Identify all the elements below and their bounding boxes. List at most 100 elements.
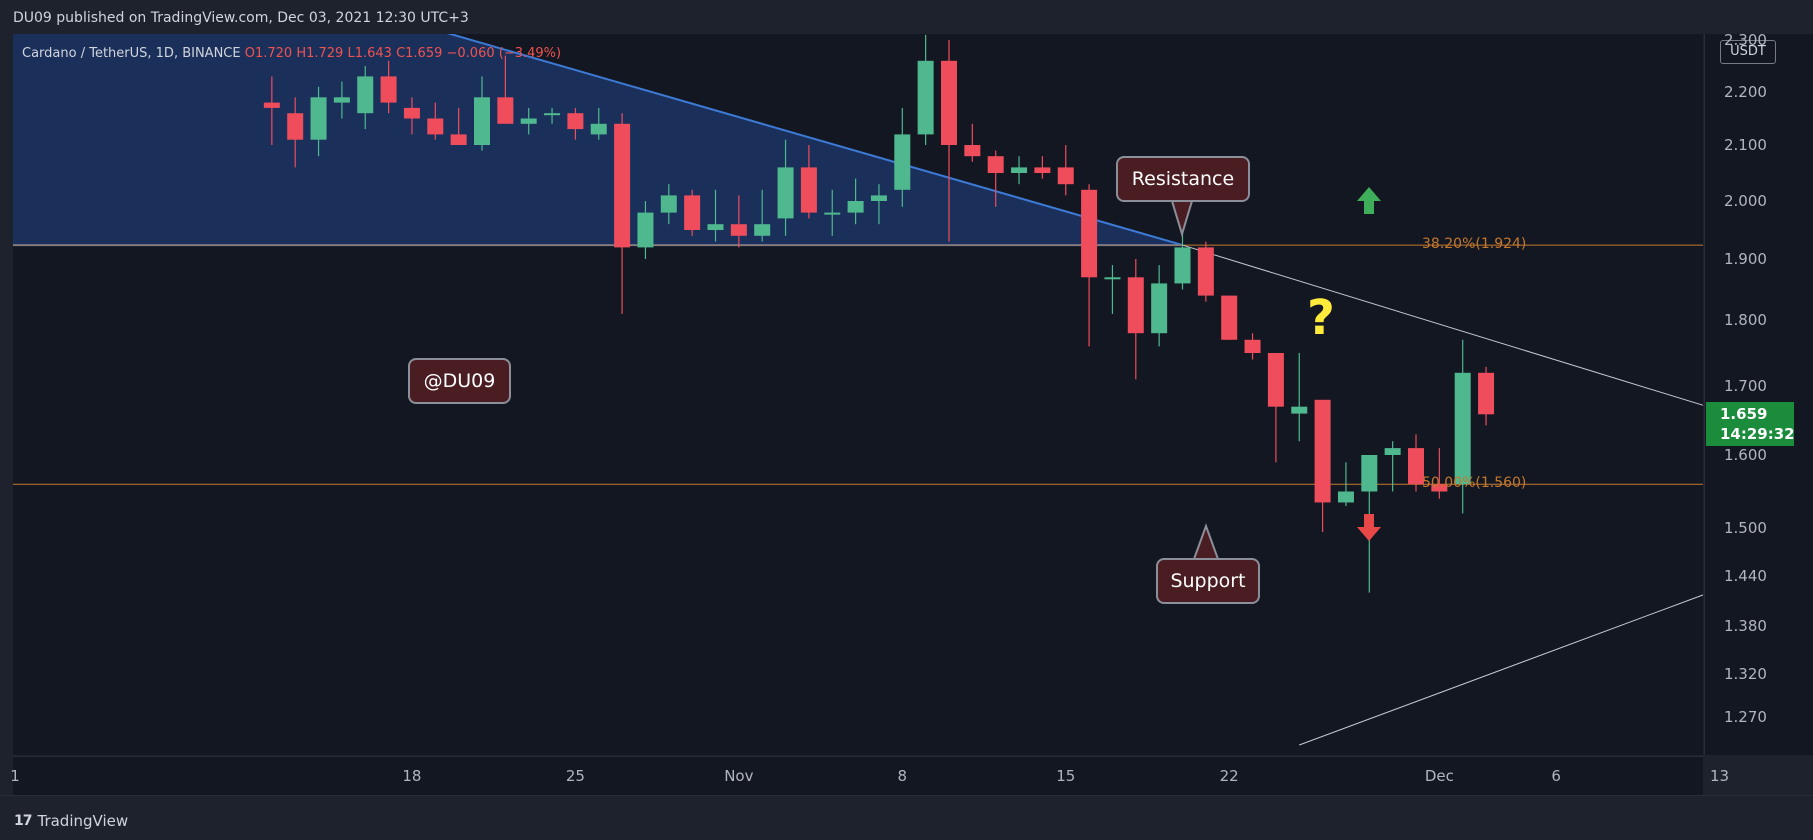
published-info: DU09 published on TradingView.com, Dec 0…	[13, 10, 469, 26]
candle-body-2021-10-13	[287, 113, 304, 140]
time-tick-label: Nov	[724, 767, 754, 785]
time-tick-label: 18	[402, 767, 422, 785]
candle-body-2021-10-30	[684, 195, 701, 230]
question-mark: ?	[1307, 290, 1335, 346]
price-tick-label: 1.380	[1724, 617, 1767, 635]
trendline-0	[1182, 244, 1703, 406]
candle-body-2021-11-23	[1244, 339, 1261, 353]
support-callout[interactable]: Support	[1156, 558, 1260, 604]
candle-body-2021-10-27	[614, 123, 631, 248]
candle-body-2021-10-12	[263, 102, 280, 108]
candle-body-2021-11-15	[1057, 167, 1074, 185]
price-tick-label: 1.270	[1724, 708, 1767, 726]
trendline-1	[1299, 594, 1703, 746]
candle-body-2021-11-26	[1314, 399, 1331, 503]
price-axis[interactable]	[1704, 34, 1813, 755]
legend-close: C1.659	[396, 46, 443, 61]
fib-label-50: 50.00%(1.560)	[1422, 475, 1527, 491]
price-tick-label: 2.000	[1724, 192, 1767, 210]
up-arrow-icon	[1357, 187, 1381, 214]
candle-body-2021-11-30	[1408, 448, 1424, 485]
candle-body-2021-11-10	[941, 60, 957, 145]
time-tick-label: 6	[1551, 767, 1561, 785]
candle-body-2021-11-21	[1197, 247, 1214, 296]
candle-body-2021-11-01	[730, 224, 747, 236]
candle-body-2021-10-15	[333, 97, 350, 103]
support-callout-pointer	[1192, 523, 1220, 560]
candle-body-2021-11-04	[800, 167, 817, 213]
resistance-callout[interactable]: Resistance	[1116, 156, 1250, 202]
candle-body-2021-11-02	[754, 224, 771, 236]
candle-body-2021-11-20	[1174, 247, 1191, 284]
candle-body-2021-11-12	[987, 156, 1004, 173]
candle-body-2021-11-08	[894, 134, 911, 190]
time-axis[interactable]	[13, 756, 1703, 795]
candle-body-2021-10-24	[544, 113, 561, 116]
candle-body-2021-10-20	[450, 134, 467, 145]
candle-body-2021-10-16	[357, 76, 374, 114]
candle-body-2021-10-18	[403, 107, 420, 119]
candle-body-2021-11-05	[824, 212, 841, 215]
candle-body-2021-10-17	[380, 76, 397, 103]
legend-change: −0.060 (−3.49%)	[446, 46, 562, 61]
candle-body-2021-10-14	[310, 97, 327, 140]
candle-body-2021-11-13	[1011, 167, 1028, 173]
candle-body-2021-10-28	[637, 212, 654, 248]
bottom-bar: 17 TradingView	[0, 795, 1813, 840]
candle-body-2021-10-21	[474, 97, 490, 145]
last-price-value: 1.659	[1720, 405, 1768, 423]
candle-body-2021-11-09	[917, 60, 934, 135]
candle-body-2021-10-25	[567, 113, 584, 130]
candle-body-2021-11-24	[1267, 353, 1284, 407]
bar-countdown: 14:29:32	[1720, 425, 1795, 443]
candle-body-2021-11-28	[1361, 455, 1378, 492]
price-tick-label: 1.800	[1724, 311, 1767, 329]
fib-label-382: 38.20%(1.924)	[1422, 236, 1527, 252]
candle-body-2021-11-17	[1104, 277, 1121, 280]
legend-low: L1.643	[347, 46, 392, 61]
candle-body-2021-12-01	[1431, 484, 1448, 492]
price-tick-label: 2.200	[1724, 83, 1767, 101]
symbol-legend: Cardano / TetherUS, 1D, BINANCE O1.720 H…	[22, 46, 561, 61]
price-tick-label: 1.440	[1724, 567, 1767, 585]
legend-high: H1.729	[296, 46, 344, 61]
price-tick-label: 1.700	[1724, 377, 1767, 395]
price-tick-label: 1.600	[1724, 446, 1767, 464]
price-tick-label: 2.300	[1724, 31, 1767, 49]
candle-body-2021-12-03	[1478, 372, 1495, 415]
price-tick-label: 1.320	[1724, 665, 1767, 683]
candle-body-2021-10-23	[520, 118, 537, 124]
legend-open: O1.720	[244, 46, 293, 61]
candle-body-2021-11-18	[1127, 277, 1144, 334]
time-tick-label: 22	[1219, 767, 1239, 785]
candle-body-2021-11-14	[1034, 167, 1051, 173]
resistance-callout-pointer	[1170, 200, 1194, 238]
price-tick-label: 2.100	[1724, 136, 1767, 154]
tradingview-brand: TradingView	[37, 812, 129, 830]
time-tick-label: 8	[897, 767, 908, 785]
candle-body-2021-11-22	[1221, 295, 1238, 340]
time-tick-label: 1	[10, 767, 20, 785]
tradingview-logo[interactable]: 17 TradingView	[14, 812, 128, 830]
candle-body-2021-11-06	[847, 201, 864, 213]
candle-body-2021-11-27	[1337, 491, 1354, 503]
watermark-callout[interactable]: @DU09	[408, 358, 511, 404]
candle-body-2021-12-02	[1454, 372, 1471, 485]
candle-body-2021-11-07	[870, 195, 887, 201]
candle-body-2021-11-16	[1081, 189, 1098, 278]
tradingview-logo-icon: 17	[14, 813, 33, 829]
time-tick-label: 13	[1710, 767, 1730, 785]
candle-body-2021-10-26	[590, 123, 607, 135]
triangle-pattern-fill	[13, 34, 1183, 246]
candle-body-2021-11-03	[777, 167, 794, 219]
time-tick-label: 15	[1056, 767, 1076, 785]
currency-button[interactable]: USDT	[1720, 40, 1776, 64]
top-bar: DU09 published on TradingView.com, Dec 0…	[0, 0, 1813, 34]
candle-body-2021-11-11	[964, 145, 981, 157]
time-scale-labels: 11825Nov81522Dec61320	[10, 756, 1729, 794]
candle-body-2021-10-22	[497, 97, 514, 124]
symbol-name: Cardano / TetherUS, 1D, BINANCE	[22, 46, 241, 61]
candle-body-2021-11-25	[1291, 406, 1308, 414]
candle-body-2021-11-19	[1151, 283, 1168, 334]
